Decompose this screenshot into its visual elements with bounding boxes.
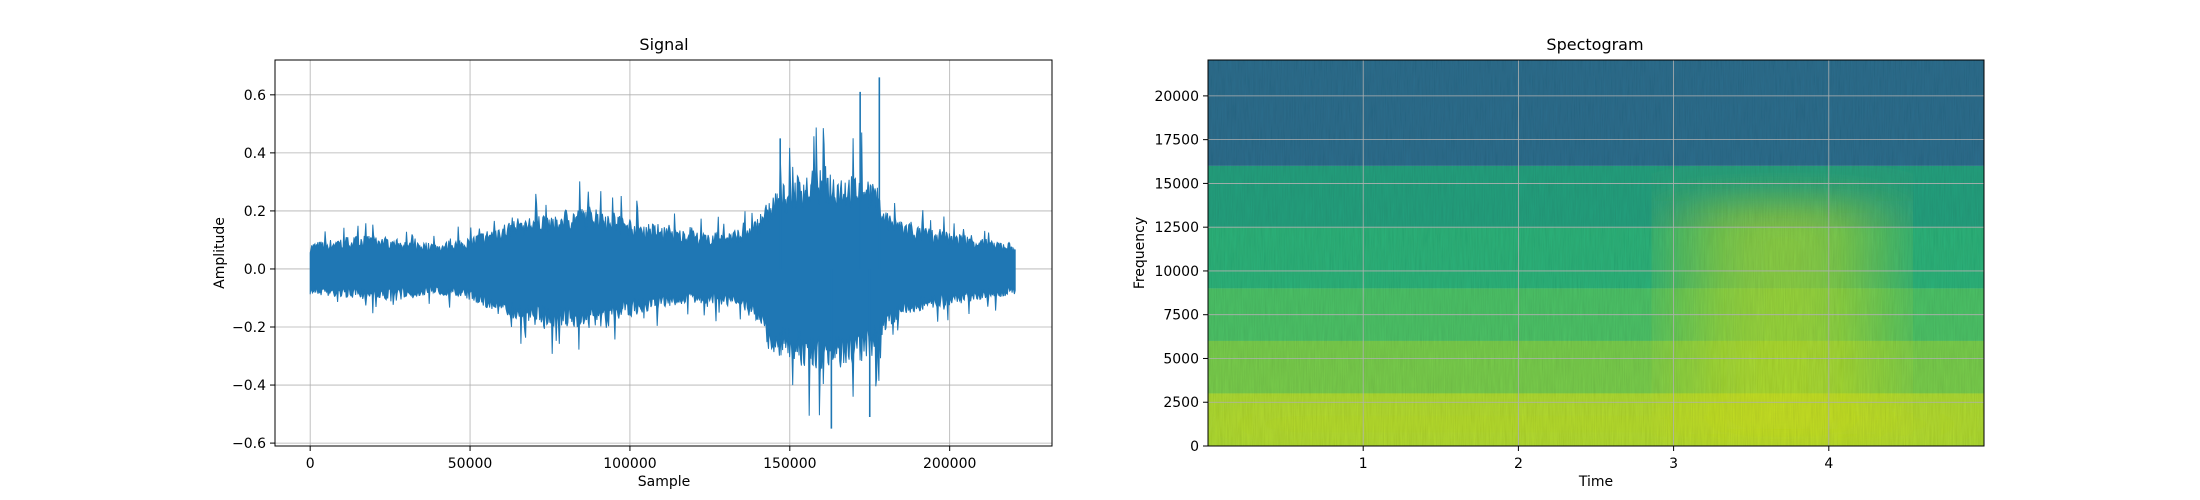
spectrogram-y-tick: 10000 bbox=[1154, 264, 1208, 280]
spectrogram-band bbox=[1208, 60, 1984, 166]
spectrogram-panel: Spectogram 1 2 3 4 bbox=[1132, 35, 1985, 490]
signal-y-tick-label: 0.0 bbox=[244, 262, 266, 278]
signal-y-tick: 0.2 bbox=[244, 204, 275, 220]
signal-y-tick: 0.0 bbox=[244, 262, 275, 278]
signal-x-tick: 100000 bbox=[603, 446, 657, 472]
signal-waveform bbox=[309, 127, 1016, 416]
signal-y-tick-label: −0.2 bbox=[232, 320, 266, 336]
spectrogram-x-axis-label: Time bbox=[1578, 474, 1613, 490]
spectrogram-gridlines bbox=[1208, 60, 1984, 447]
signal-y-tick: −0.6 bbox=[232, 436, 275, 452]
spectrogram-y-tick-label: 2500 bbox=[1163, 395, 1199, 411]
signal-y-tick: −0.2 bbox=[232, 320, 275, 336]
spectrogram-y-tick-label: 17500 bbox=[1154, 133, 1199, 149]
spectrogram-y-tick-label: 12500 bbox=[1154, 220, 1199, 236]
spectrogram-x-tick-label: 1 bbox=[1359, 456, 1368, 472]
signal-x-tick-label: 50000 bbox=[448, 456, 493, 472]
signal-axes-frame bbox=[274, 59, 1053, 447]
signal-y-tick-label: −0.6 bbox=[232, 436, 266, 452]
spectrogram-y-tick: 2500 bbox=[1163, 395, 1208, 411]
signal-x-tick-label: 200000 bbox=[923, 456, 976, 472]
signal-panel: Signal 0 50000 100000 150000 200000 −0.6… bbox=[212, 35, 1053, 490]
spectrogram-y-tick: 12500 bbox=[1154, 220, 1208, 236]
spectrogram-axes-frame bbox=[1207, 59, 1985, 447]
spectrogram-x-tick: 2 bbox=[1514, 446, 1523, 472]
spectrogram-x-tick: 3 bbox=[1669, 446, 1678, 472]
signal-y-tick: 0.4 bbox=[244, 146, 275, 162]
spectrogram-y-ticks: 0 2500 5000 7500 10000 12500 15000 17500… bbox=[1154, 89, 1208, 455]
spectrogram-y-tick-label: 0 bbox=[1190, 439, 1199, 455]
signal-x-tick: 50000 bbox=[448, 446, 493, 472]
spectrogram-x-tick-label: 2 bbox=[1514, 456, 1523, 472]
signal-x-tick-label: 150000 bbox=[763, 456, 816, 472]
signal-y-ticks: −0.6 −0.4 −0.2 0.0 0.2 0.4 0.6 bbox=[232, 88, 275, 452]
signal-y-tick-label: 0.6 bbox=[244, 88, 266, 104]
spectrogram-x-ticks: 1 2 3 4 bbox=[1359, 446, 1833, 472]
spectrogram-y-tick: 0 bbox=[1190, 439, 1208, 455]
spectrogram-y-tick: 17500 bbox=[1154, 133, 1208, 149]
spectrogram-y-tick: 5000 bbox=[1163, 351, 1208, 367]
spectrogram-y-axis-label: Frequency bbox=[1132, 217, 1148, 289]
spectrogram-y-tick-label: 15000 bbox=[1154, 176, 1199, 192]
signal-x-tick-label: 100000 bbox=[603, 456, 656, 472]
spectrogram-y-tick: 15000 bbox=[1154, 176, 1208, 192]
spectrogram-image bbox=[1208, 60, 1984, 446]
signal-y-tick-label: −0.4 bbox=[232, 378, 266, 394]
spectrogram-y-tick: 7500 bbox=[1163, 308, 1208, 324]
spectrogram-y-tick-label: 20000 bbox=[1154, 89, 1199, 105]
spectrogram-x-tick-label: 3 bbox=[1669, 456, 1678, 472]
signal-title: Signal bbox=[639, 35, 688, 54]
spectrogram-title: Spectogram bbox=[1546, 35, 1643, 54]
spectrogram-x-tick-label: 4 bbox=[1824, 456, 1833, 472]
signal-peaks bbox=[779, 77, 881, 429]
spectrogram-y-tick-label: 7500 bbox=[1163, 308, 1199, 324]
spectrogram-bright-region bbox=[1689, 200, 1876, 446]
signal-x-tick: 0 bbox=[306, 446, 315, 472]
spectrogram-y-tick-label: 10000 bbox=[1154, 264, 1199, 280]
signal-x-axis-label: Sample bbox=[638, 474, 691, 490]
signal-y-tick: 0.6 bbox=[244, 88, 275, 104]
signal-y-tick-label: 0.2 bbox=[244, 204, 266, 220]
signal-x-tick: 150000 bbox=[763, 446, 817, 472]
signal-y-axis-label: Amplitude bbox=[212, 217, 228, 289]
signal-x-ticks: 0 50000 100000 150000 200000 bbox=[306, 446, 976, 472]
spectrogram-x-tick: 1 bbox=[1359, 446, 1368, 472]
spectrogram-y-tick-label: 5000 bbox=[1163, 351, 1199, 367]
signal-y-tick-label: 0.4 bbox=[244, 146, 266, 162]
spectrogram-y-tick: 20000 bbox=[1154, 89, 1208, 105]
signal-x-tick-label: 0 bbox=[306, 456, 315, 472]
signal-y-tick: −0.4 bbox=[232, 378, 275, 394]
spectrogram-x-tick: 4 bbox=[1824, 446, 1833, 472]
signal-gridlines bbox=[275, 60, 1052, 446]
signal-x-tick: 200000 bbox=[923, 446, 976, 472]
